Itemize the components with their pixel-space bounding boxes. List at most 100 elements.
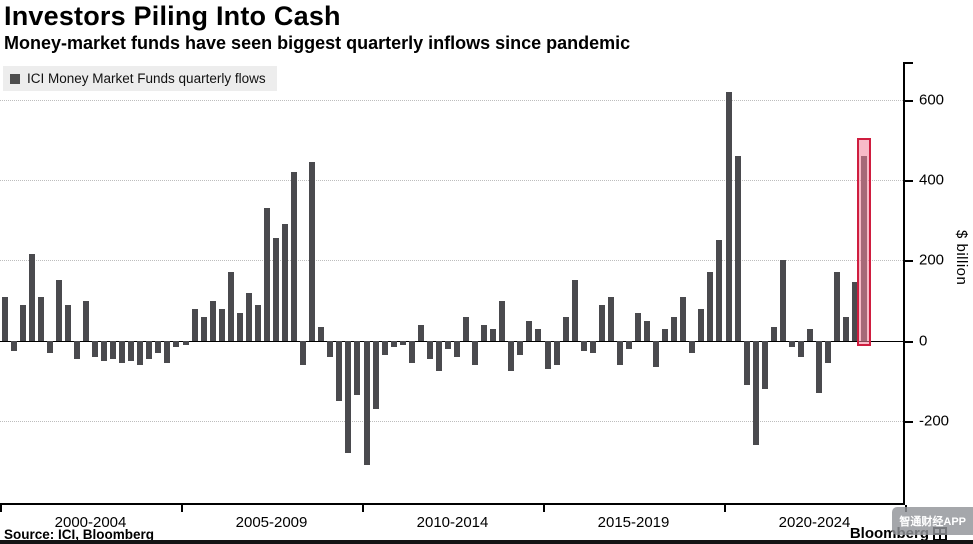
chart-title: Investors Piling Into Cash [4,1,341,31]
x-axis-tick [362,505,364,512]
bar [589,340,596,353]
y-axis-tick [905,340,913,343]
bar [291,172,298,341]
bar [218,308,225,341]
bar [834,272,841,341]
bar [254,304,261,341]
bar [490,328,497,341]
bar [698,308,705,341]
bar [653,340,660,367]
x-axis-tick [724,505,726,512]
chart-subtitle: Money-market funds have seen biggest qua… [4,33,631,53]
bar [28,254,35,341]
bar [128,340,135,361]
gridline [0,420,903,422]
bar [336,340,343,401]
bar [463,316,470,341]
bar [680,296,687,341]
bar [499,300,506,341]
bar [444,340,451,349]
y-axis-tick [905,420,913,423]
bar [426,340,433,359]
bar [46,340,53,353]
bar [761,340,768,389]
bar [671,316,678,341]
bar [553,340,560,365]
bar [779,260,786,341]
bar [752,340,759,445]
bar [607,296,614,341]
bar [635,312,642,341]
bar [843,316,850,341]
bar [662,328,669,341]
legend-swatch-icon [10,73,20,84]
bar [227,272,234,341]
bar [73,340,80,359]
x-axis-label: 2010-2014 [416,514,489,531]
bar [716,240,723,341]
bar [734,156,741,341]
x-axis-label: 2005-2009 [235,514,308,531]
y-axis-tick-label: 0 [919,332,928,350]
bar [472,340,479,365]
bar [454,340,461,357]
bar [408,340,415,363]
bar [64,304,71,341]
x-axis-label: 2015-2019 [597,514,670,531]
bar [101,340,108,361]
bar [155,340,162,353]
y-axis-tick [905,180,913,183]
x-axis-label: 2000-2004 [54,514,127,531]
bar [580,340,587,351]
highlight-box [857,138,872,347]
gridline [0,100,903,102]
bar [173,340,180,347]
bar [390,340,397,347]
bar [55,280,62,341]
y-axis-tick-label: 200 [919,251,945,269]
y-axis-tick [905,260,913,263]
bar [481,324,488,341]
zero-line [0,340,903,342]
bar [517,340,524,355]
bar [273,238,280,341]
bar [209,300,216,341]
bar [770,326,777,341]
gridline [0,260,903,262]
bar [92,340,99,357]
bar [327,340,334,357]
bar [825,340,832,363]
source-text: Source: ICI, Bloomberg [4,527,155,542]
bar [37,296,44,341]
x-axis: 2000-2004 2005-2009 2010-2014 2015-2019 2020… [0,505,907,537]
legend-label: ICI Money Market Funds quarterly flows [27,71,266,86]
bar [10,340,17,351]
bar [1,296,8,341]
bar [381,340,388,355]
bar [137,340,144,365]
bar [644,320,651,341]
y-axis: 600 400 200 0 -200 [905,62,973,505]
gridline [0,180,903,182]
bar [788,340,795,347]
bar [164,340,171,363]
watermark-badge: 智通财经APP [892,507,973,535]
bar [191,308,198,341]
bar [562,316,569,341]
bar [182,340,189,345]
bar [625,340,632,349]
x-axis-tick [0,505,2,512]
legend: ICI Money Market Funds quarterly flows [3,66,277,91]
bar [300,340,307,365]
bar [806,328,813,341]
bar [245,292,252,341]
bar [282,224,289,341]
bar [19,304,26,341]
y-axis-tick [905,100,913,103]
bar [725,92,732,341]
bar [571,280,578,341]
bar [852,282,859,341]
bar [526,320,533,341]
bar [598,304,605,341]
